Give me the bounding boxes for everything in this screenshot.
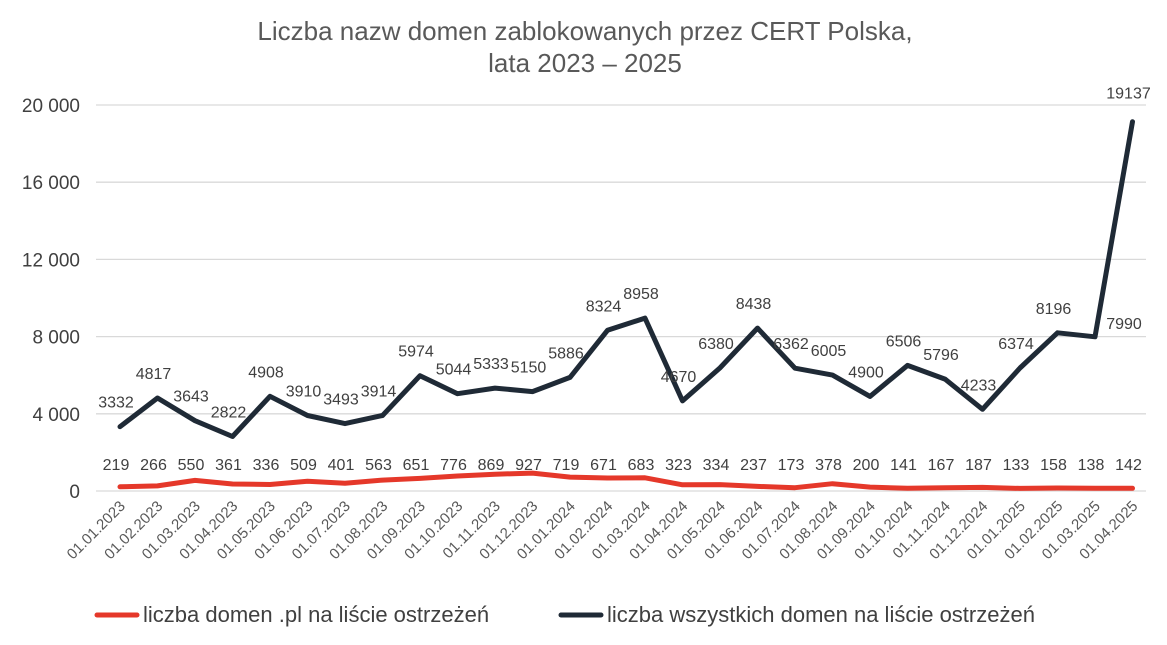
data-label: 3332 (98, 395, 134, 412)
data-label: 3493 (323, 392, 359, 409)
data-label: 683 (628, 457, 655, 474)
series-line-all (117, 119, 1135, 439)
data-label: 142 (1115, 457, 1142, 474)
series-line-pl (117, 470, 1135, 491)
y-tick-label: 0 (69, 482, 80, 503)
data-label: 5333 (473, 356, 509, 373)
data-label: 509 (290, 457, 317, 474)
data-label: 138 (1078, 457, 1105, 474)
data-label: 6005 (811, 343, 847, 360)
y-tick-label: 16 000 (22, 173, 80, 194)
legend-label-pl: liczba domen .pl na liście ostrzeżeń (143, 602, 489, 627)
data-label: 5796 (923, 347, 959, 364)
data-label: 187 (965, 457, 992, 474)
data-label: 4908 (248, 364, 284, 381)
y-axis-tick-labels: 0 4 000 8 000 12 000 16 000 20 000 (22, 96, 80, 503)
data-label: 173 (778, 457, 805, 474)
data-label: 5974 (398, 344, 434, 361)
data-label: 141 (890, 457, 917, 474)
data-label: 563 (365, 457, 392, 474)
y-tick-label: 4 000 (32, 405, 80, 426)
data-label: 4900 (848, 364, 884, 381)
data-label: 323 (665, 457, 692, 474)
data-label: 719 (553, 457, 580, 474)
data-label: 550 (178, 457, 205, 474)
data-label: 6506 (886, 333, 922, 350)
data-label: 2822 (211, 405, 247, 422)
data-label: 6380 (698, 336, 734, 353)
data-label: 200 (853, 457, 880, 474)
x-axis-tick-labels: 01.01.202301.02.202301.03.202301.04.2023… (64, 498, 1142, 563)
data-label: 776 (440, 457, 467, 474)
data-label: 378 (815, 457, 842, 474)
data-label: 5044 (436, 362, 472, 379)
y-tick-label: 20 000 (22, 96, 80, 117)
data-label: 927 (515, 457, 542, 474)
data-label: 237 (740, 457, 767, 474)
data-label: 8438 (736, 296, 772, 313)
data-label: 6362 (773, 336, 809, 353)
data-label: 3910 (286, 384, 322, 401)
data-labels: 219 266 550 361 336 509 401 563 651 776 869 927 719 6… (98, 86, 1151, 474)
data-label: 4233 (961, 377, 997, 394)
data-label: 19137 (1106, 86, 1151, 103)
data-label: 671 (590, 457, 617, 474)
data-label: 167 (928, 457, 955, 474)
data-label: 651 (403, 457, 430, 474)
data-label: 8958 (623, 286, 659, 303)
data-label: 5886 (548, 345, 584, 362)
data-label: 401 (328, 457, 355, 474)
data-label: 219 (103, 457, 130, 474)
data-label: 7990 (1106, 316, 1142, 333)
data-label: 4670 (661, 369, 697, 386)
chart-title-line-2: lata 2023 – 2025 (488, 48, 682, 78)
data-label: 8196 (1036, 301, 1072, 318)
y-tick-label: 8 000 (32, 328, 80, 349)
data-label: 8324 (586, 298, 622, 315)
y-tick-label: 12 000 (22, 250, 80, 271)
data-label: 6374 (998, 336, 1034, 353)
data-label: 4817 (136, 366, 172, 383)
data-label: 334 (703, 457, 730, 474)
chart-title-line-1: Liczba nazw domen zablokowanych przez CE… (257, 16, 912, 46)
data-label: 158 (1040, 457, 1067, 474)
data-label: 361 (215, 457, 242, 474)
data-label: 3643 (173, 389, 209, 406)
data-label: 336 (253, 457, 280, 474)
data-label: 5150 (511, 360, 547, 377)
data-label: 266 (140, 457, 167, 474)
data-label: 3914 (361, 383, 397, 400)
data-label: 869 (478, 457, 505, 474)
legend-label-all: liczba wszystkich domen na liście ostrze… (607, 602, 1035, 627)
gridlines (96, 104, 1146, 492)
series-lines (117, 119, 1135, 491)
legend: liczba domen .pl na liście ostrzeżeń lic… (94, 602, 1035, 627)
data-label: 133 (1003, 457, 1030, 474)
